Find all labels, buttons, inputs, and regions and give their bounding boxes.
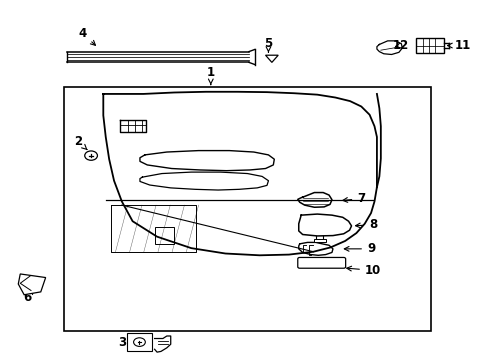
Text: 5: 5: [264, 36, 272, 52]
Polygon shape: [18, 274, 46, 295]
Text: 4: 4: [79, 27, 96, 45]
Text: 6: 6: [24, 288, 34, 304]
Text: 2: 2: [74, 135, 87, 149]
Text: 10: 10: [347, 264, 381, 277]
Text: 7: 7: [343, 192, 366, 205]
Bar: [127, 333, 152, 351]
Bar: [64, 87, 431, 330]
Text: 1: 1: [207, 66, 215, 85]
Text: 8: 8: [356, 218, 377, 231]
Text: 12: 12: [392, 39, 409, 52]
Text: 11: 11: [447, 39, 470, 52]
Text: 9: 9: [344, 242, 375, 255]
Bar: [314, 239, 326, 242]
Polygon shape: [266, 55, 278, 62]
FancyBboxPatch shape: [298, 257, 345, 268]
Bar: [155, 226, 174, 244]
Bar: [416, 39, 444, 53]
Text: 3: 3: [118, 336, 133, 348]
